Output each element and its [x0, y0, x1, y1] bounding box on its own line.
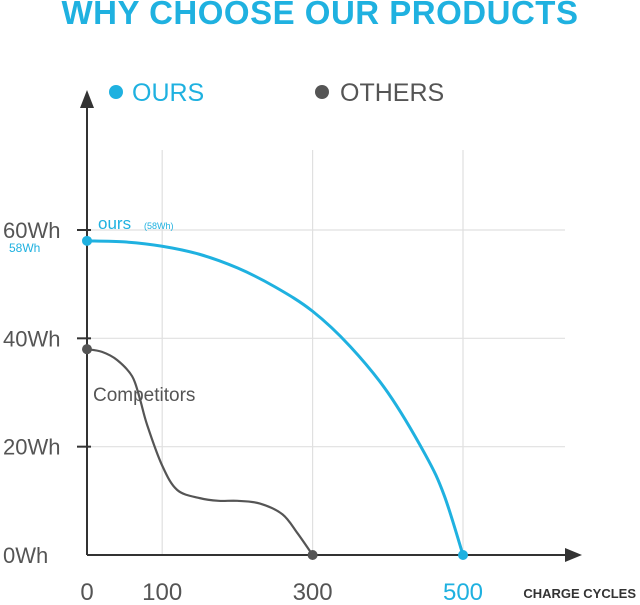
y-tick-label: 60Wh — [3, 218, 60, 243]
x-axis-label: CHARGE CYCLES — [523, 586, 636, 601]
legend-marker — [109, 85, 123, 99]
x-tick-label: 500 — [443, 579, 483, 605]
legend-marker — [315, 85, 329, 99]
series-start-point — [82, 235, 92, 246]
x-tick-label: 0 — [80, 579, 93, 605]
legend-label: OTHERS — [340, 79, 444, 107]
gridlines — [87, 150, 565, 555]
ours-start-value-label: 58Wh — [9, 241, 40, 255]
series-end-point — [458, 550, 468, 560]
y-tick-label: 0Wh — [3, 543, 48, 568]
series-start-point — [82, 344, 92, 355]
ours-annotation-value: (58Wh) — [144, 221, 174, 231]
series-lines — [82, 235, 468, 560]
tick-labels: 0Wh 20Wh 40Wh 60Wh 0 100 300 500 CHARGE CYCLES — [3, 218, 636, 605]
ours-annotation: ours — [98, 214, 131, 233]
x-tick-label: 100 — [142, 579, 182, 605]
y-tick-label: 20Wh — [3, 435, 60, 460]
axes — [77, 90, 582, 562]
legend-label: OURS — [132, 79, 204, 107]
chart-title: WHY CHOOSE OUR PRODUCTS — [61, 0, 579, 31]
series-line-competitors — [86, 348, 314, 556]
x-axis-arrow — [565, 548, 582, 562]
y-axis-arrow — [80, 90, 94, 108]
series-line-ours — [86, 239, 465, 556]
x-tick-label: 300 — [293, 579, 333, 605]
annotations: ours (58Wh) 58Wh Competitors — [9, 214, 195, 406]
legend: OURS OTHERS — [109, 79, 444, 107]
y-tick-label: 40Wh — [3, 326, 60, 351]
competitors-annotation: Competitors — [93, 385, 195, 406]
series-end-point — [307, 550, 318, 560]
